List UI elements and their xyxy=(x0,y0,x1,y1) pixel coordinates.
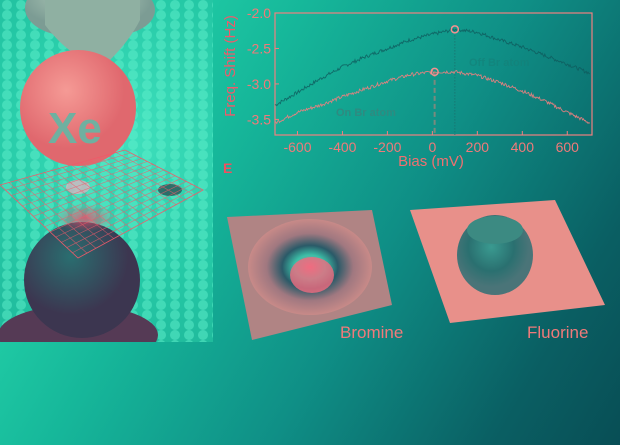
frequency-shift-chart: -600 -400 -200 0 200 400 600 -2.0 -2.5 -3.0 -3.5 F… xyxy=(215,0,620,175)
series-label-on-br: On Br atom xyxy=(336,107,396,119)
x-tick-label: -400 xyxy=(328,139,356,155)
mesh-line xyxy=(72,186,198,254)
series-label-off-br: Off Br atom xyxy=(469,57,530,69)
y-tick-label: -2.0 xyxy=(247,5,271,21)
x-tick-label: -600 xyxy=(283,139,311,155)
mesh-line xyxy=(55,178,181,238)
mesh-line xyxy=(80,162,159,215)
mesh-line xyxy=(66,184,192,248)
mesh-line xyxy=(115,152,195,196)
series-line-off-br xyxy=(274,26,591,107)
mesh-line xyxy=(124,149,204,191)
mesh-line xyxy=(106,154,186,200)
mesh-line xyxy=(98,157,177,205)
mesh-line xyxy=(77,189,204,259)
series-marker xyxy=(430,67,439,77)
xe-label: Xe xyxy=(48,104,102,153)
series-marker xyxy=(450,25,460,34)
y-tick-label: -3.0 xyxy=(247,76,271,92)
mesh-line xyxy=(44,172,170,227)
x-tick-label: 400 xyxy=(511,139,535,155)
x-tick-label: -200 xyxy=(373,139,401,155)
mesh-line xyxy=(50,175,176,233)
afm-tip-xe-illustration: Xe xyxy=(0,0,213,342)
x-axis-label: Bias (mV) xyxy=(398,153,464,170)
x-tick-label: 200 xyxy=(466,139,490,155)
mesh-line xyxy=(61,181,187,243)
fluorine-surface-image xyxy=(405,195,615,330)
fluorine-label: Fluorine xyxy=(527,323,589,342)
y-tick-label: -2.5 xyxy=(247,40,271,56)
y-tick-label: -3.5 xyxy=(247,111,271,127)
x-tick-label: 0 xyxy=(428,139,436,155)
mesh-line xyxy=(71,164,150,220)
tip-illustration: Xe xyxy=(0,0,213,342)
mesh-line xyxy=(89,159,168,210)
series-line-on-br xyxy=(274,69,591,125)
panel-label-e: E xyxy=(223,160,233,176)
x-tick-label: 600 xyxy=(556,139,580,155)
y-axis-label: Freq. Shift (Hz) xyxy=(222,15,239,117)
bromine-label: Bromine xyxy=(340,323,404,342)
bromine-surface-image xyxy=(222,205,402,345)
chart-svg: -600 -400 -200 0 200 400 600 -2.0 -2.5 -3.0 -3.5 F… xyxy=(222,5,593,170)
mesh-line xyxy=(38,169,165,222)
plot-frame xyxy=(274,12,593,136)
